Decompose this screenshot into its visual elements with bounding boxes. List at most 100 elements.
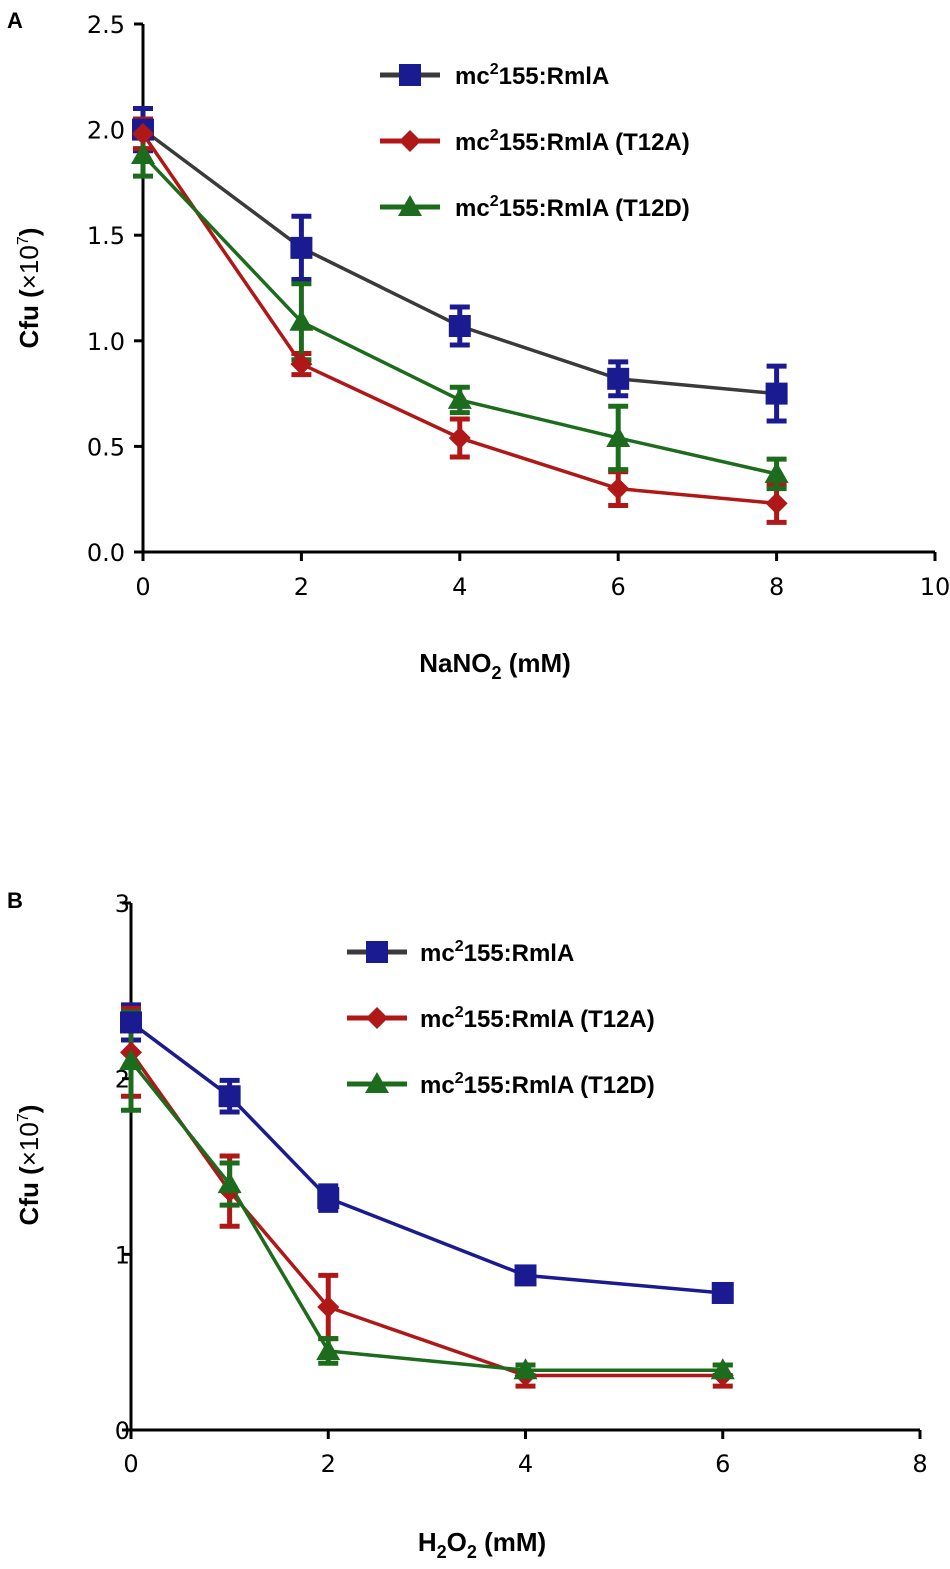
legend-marker-triangle: [398, 195, 422, 216]
legend-label-text: 155:RmlA (T12A): [499, 129, 690, 156]
y-tick-label: 2: [115, 1066, 130, 1094]
data-point-square: [765, 382, 788, 405]
y-axis-label-text: ): [14, 1105, 44, 1114]
data-point-square: [120, 1011, 142, 1034]
legend-item: mc2155:RmlA (T12D): [347, 1070, 655, 1099]
x-axis-label: NaNO2 (mM): [419, 648, 571, 683]
x-tick-label: 2: [294, 573, 309, 601]
y-tick-label: 3: [115, 890, 130, 918]
x-axis-label-unit: (mM): [477, 1527, 546, 1557]
y-axis-label: Cfu (×107): [14, 228, 44, 349]
legend-label: mc2155:RmlA: [420, 938, 574, 967]
x-tick-label: 4: [518, 1450, 533, 1478]
data-point-diamond: [607, 477, 630, 500]
y-tick-label: 1: [115, 1241, 130, 1269]
data-point-triangle: [606, 425, 631, 447]
legend-label-superscript: 2: [455, 1004, 464, 1021]
x-tick-label: 8: [912, 1450, 927, 1478]
legend-label-text: 155:RmlA (T12A): [464, 1006, 655, 1033]
y-axis-label-power: 10: [14, 245, 44, 274]
series-line-0: [141, 128, 777, 396]
legend-marker-triangle: [365, 1072, 389, 1093]
data-point-square: [290, 236, 313, 259]
data-point-triangle: [710, 1358, 735, 1380]
y-tick-label: 2.0: [87, 117, 125, 145]
legend-marker-diamond: [399, 130, 421, 152]
legend-label: mc2155:RmlA: [455, 61, 609, 90]
x-tick-label: 6: [715, 1450, 730, 1478]
legend-label: mc2155:RmlA (T12D): [455, 193, 690, 222]
data-point-triangle: [513, 1358, 538, 1380]
x-tick-label: 8: [769, 573, 784, 601]
x-tick-label: 2: [321, 1450, 336, 1478]
legend-label-text: mc: [420, 1072, 455, 1099]
legend-marker-diamond: [366, 1007, 388, 1029]
y-axis-label-times: ×: [14, 274, 44, 289]
data-point-triangle: [119, 1049, 143, 1071]
data-point-square: [448, 315, 471, 338]
data-point-triangle: [316, 1338, 341, 1360]
legend-item: mc2155:RmlA: [347, 938, 574, 967]
legend-marker-square: [399, 64, 421, 86]
x-axis-label-text: NaNO: [419, 648, 491, 678]
y-tick-label: 1.5: [87, 222, 125, 250]
x-axis-label-subscript: 2: [491, 663, 501, 683]
data-point-diamond: [765, 492, 788, 515]
data-point-square: [711, 1281, 734, 1304]
legend-item: mc2155:RmlA: [380, 61, 609, 90]
x-tick-label: 4: [452, 573, 467, 601]
legend-label-superscript: 2: [455, 1070, 464, 1087]
legend-label-superscript: 2: [455, 938, 464, 955]
data-point-square: [514, 1264, 537, 1287]
y-tick-label: 0.0: [87, 539, 125, 567]
panel-letter: B: [7, 888, 23, 913]
data-point-diamond: [448, 426, 471, 449]
data-point-square: [607, 367, 630, 390]
data-point-triangle: [131, 142, 155, 164]
data-point-diamond: [317, 1296, 340, 1319]
legend-label: mc2155:RmlA (T12A): [455, 127, 690, 156]
x-axis-label-text: O: [447, 1527, 467, 1557]
x-axis-label-subscript: 2: [437, 1542, 447, 1562]
y-axis-label-exponent: 7: [15, 1113, 32, 1122]
x-tick-label: 10: [920, 573, 950, 601]
panel-letter: A: [7, 8, 23, 33]
y-axis-label-text: Cfu (: [14, 289, 44, 349]
x-tick-label: 0: [123, 1450, 138, 1478]
x-axis-label: H2O2 (mM): [418, 1527, 546, 1562]
y-tick-label: 1.0: [87, 328, 125, 356]
legend-label-text: mc: [455, 195, 490, 222]
data-point-triangle: [289, 309, 314, 331]
legend-label-superscript: 2: [490, 193, 499, 210]
data-point-triangle: [447, 387, 472, 409]
legend-item: mc2155:RmlA (T12D): [380, 193, 690, 222]
x-axis-label-subscript: 2: [467, 1542, 477, 1562]
legend-item: mc2155:RmlA (T12A): [380, 127, 690, 156]
y-tick-label: 0.5: [87, 433, 125, 461]
y-axis-label-exponent: 7: [15, 236, 32, 245]
y-axis-label-text: Cfu (: [14, 1166, 44, 1226]
data-point-square: [218, 1085, 241, 1108]
legend-label-text: mc: [455, 63, 490, 90]
data-point-square: [317, 1187, 340, 1210]
legend-label: mc2155:RmlA (T12D): [420, 1070, 655, 1099]
y-tick-label: 0: [115, 1417, 130, 1445]
y-axis-label-power: 10: [14, 1122, 44, 1151]
x-axis-label-text: H: [418, 1527, 437, 1557]
legend-label-text: 155:RmlA: [499, 63, 610, 90]
data-point-diamond: [132, 122, 154, 145]
y-tick-label: 2.5: [87, 11, 125, 39]
legend-label-text: 155:RmlA: [464, 940, 575, 967]
legend-label-text: mc: [420, 1006, 455, 1033]
data-point-diamond: [290, 353, 313, 376]
legend-item: mc2155:RmlA (T12A): [347, 1004, 655, 1033]
series-line-2: [129, 1060, 723, 1373]
legend-label-text: mc: [455, 129, 490, 156]
legend-label-text: 155:RmlA (T12D): [499, 195, 690, 222]
legend-label: mc2155:RmlA (T12A): [420, 1004, 655, 1033]
legend-marker-square: [366, 941, 388, 963]
